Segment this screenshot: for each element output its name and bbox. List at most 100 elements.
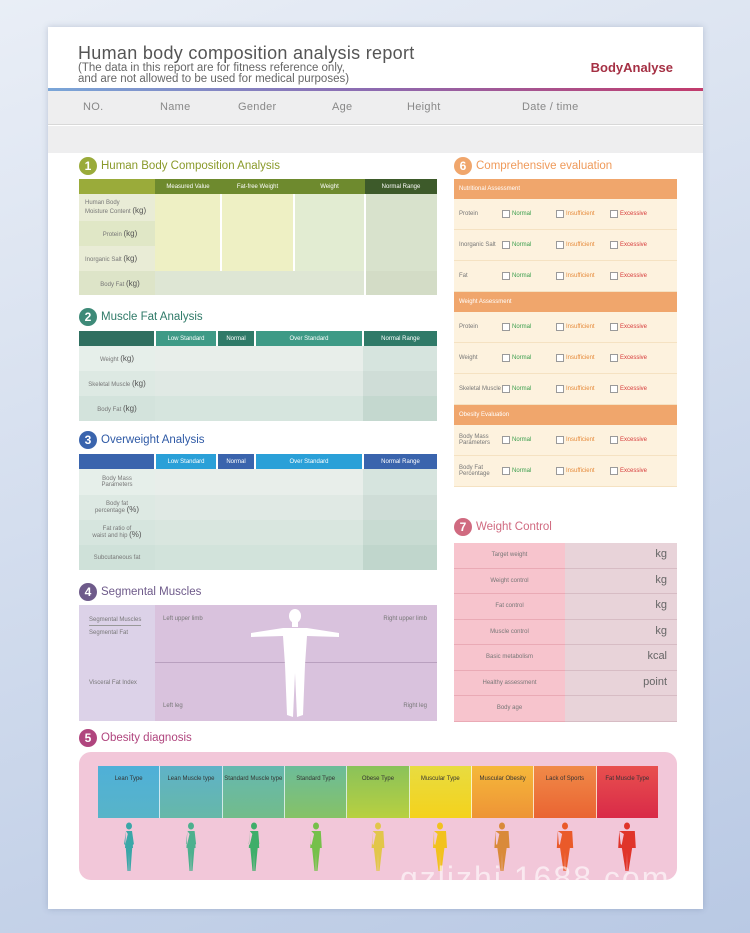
option-excessive-checkbox[interactable]: Excessive [610,210,664,218]
type-standard[interactable]: Standard Type [284,766,348,818]
type-lack-of-sports[interactable]: Lack of Sports [534,766,597,818]
checkbox-icon[interactable] [610,354,618,362]
option-normal-checkbox[interactable]: Normal [502,323,556,331]
checkbox-icon[interactable] [556,354,564,362]
table-cell[interactable] [364,194,437,221]
weight-control-value[interactable]: kg [565,568,677,594]
table-cell[interactable] [293,221,365,246]
type-muscular-obesity[interactable]: Muscular Obesity [471,766,535,818]
type-lean-muscle[interactable]: Lean Muscle type [160,766,223,818]
table-cell[interactable] [363,371,437,396]
option-excessive-checkbox[interactable]: Excessive [610,436,664,444]
option-excessive-checkbox[interactable]: Excessive [610,241,664,249]
table-cell[interactable] [155,194,221,221]
weight-control-value[interactable]: kg [565,543,677,569]
option-normal-checkbox[interactable]: Normal [502,210,556,218]
option-normal-checkbox[interactable]: Normal [502,436,556,444]
table-cell[interactable] [293,246,365,271]
checkbox-icon[interactable] [610,436,618,444]
checkbox-icon[interactable] [502,241,510,249]
table-cell[interactable] [363,495,437,520]
body-figure-cell [409,822,471,872]
option-insufficient-checkbox[interactable]: Insufficient [556,467,610,475]
field-name[interactable]: Name [160,101,191,113]
checkbox-icon[interactable] [610,385,618,393]
option-insufficient-checkbox[interactable]: Insufficient [556,210,610,218]
info-bar-values[interactable] [48,126,703,153]
checkbox-icon[interactable] [502,210,510,218]
option-normal-checkbox[interactable]: Normal [502,272,556,280]
checkbox-icon[interactable] [502,467,510,475]
type-lean[interactable]: Lean Type [98,766,161,818]
table-cell[interactable] [363,469,437,495]
table-cell[interactable] [363,346,437,371]
table-cell[interactable] [155,495,363,520]
weight-control-value[interactable] [565,696,677,722]
option-insufficient-checkbox[interactable]: Insufficient [556,323,610,331]
checkbox-icon[interactable] [610,210,618,218]
checkbox-icon[interactable] [610,241,618,249]
table-cell[interactable] [364,271,437,295]
checkbox-icon[interactable] [556,272,564,280]
field-no[interactable]: NO. [83,101,104,113]
table-cell[interactable] [155,346,363,371]
weight-control-value[interactable]: kg [565,594,677,620]
table-cell[interactable] [155,396,363,421]
table-cell[interactable] [155,246,221,271]
checkbox-icon[interactable] [556,467,564,475]
table-cell[interactable] [220,194,294,221]
table-cell[interactable] [364,221,437,246]
option-normal-checkbox[interactable]: Normal [502,354,556,362]
checkbox-icon[interactable] [610,323,618,331]
checkbox-icon[interactable] [610,467,618,475]
option-excessive-checkbox[interactable]: Excessive [610,467,664,475]
option-excessive-checkbox[interactable]: Excessive [610,385,664,393]
option-insufficient-checkbox[interactable]: Insufficient [556,272,610,280]
weight-control-value[interactable]: kg [565,619,677,645]
checkbox-icon[interactable] [502,385,510,393]
option-insufficient-checkbox[interactable]: Insufficient [556,436,610,444]
field-height[interactable]: Height [407,101,441,113]
table-cell[interactable] [155,221,221,246]
type-muscular[interactable]: Muscular Type [409,766,472,818]
checkbox-icon[interactable] [502,354,510,362]
table-cell[interactable] [155,520,363,545]
option-insufficient-checkbox[interactable]: Insufficient [556,241,610,249]
checkbox-icon[interactable] [502,272,510,280]
table-cell[interactable] [363,545,437,570]
option-excessive-checkbox[interactable]: Excessive [610,323,664,331]
type-obese[interactable]: Obese Type [347,766,410,818]
option-insufficient-checkbox[interactable]: Insufficient [556,385,610,393]
table-cell[interactable] [155,545,363,570]
option-normal-checkbox[interactable]: Normal [502,467,556,475]
table-cell[interactable] [220,246,294,271]
checkbox-icon[interactable] [556,436,564,444]
checkbox-icon[interactable] [502,436,510,444]
option-normal-checkbox[interactable]: Normal [502,241,556,249]
checkbox-icon[interactable] [556,323,564,331]
option-excessive-checkbox[interactable]: Excessive [610,354,664,362]
table-cell[interactable] [155,271,365,295]
checkbox-icon[interactable] [556,210,564,218]
field-date-time[interactable]: Date / time [522,101,579,113]
weight-control-value[interactable]: point [565,670,677,696]
field-age[interactable]: Age [332,101,353,113]
table-cell[interactable] [364,246,437,271]
checkbox-icon[interactable] [556,385,564,393]
table-cell[interactable] [155,469,363,495]
type-standard-muscle[interactable]: Standard Muscle type [222,766,285,818]
type-fat-muscle[interactable]: Fat Muscle Type [596,766,658,818]
checkbox-icon[interactable] [502,323,510,331]
option-normal-checkbox[interactable]: Normal [502,385,556,393]
table-cell[interactable] [155,371,363,396]
table-cell[interactable] [220,221,294,246]
checkbox-icon[interactable] [610,272,618,280]
table-cell[interactable] [293,194,365,221]
field-gender[interactable]: Gender [238,101,277,113]
option-insufficient-checkbox[interactable]: Insufficient [556,354,610,362]
option-excessive-checkbox[interactable]: Excessive [610,272,664,280]
checkbox-icon[interactable] [556,241,564,249]
table-cell[interactable] [363,520,437,545]
table-cell[interactable] [363,396,437,421]
weight-control-value[interactable]: kcal [565,645,677,671]
